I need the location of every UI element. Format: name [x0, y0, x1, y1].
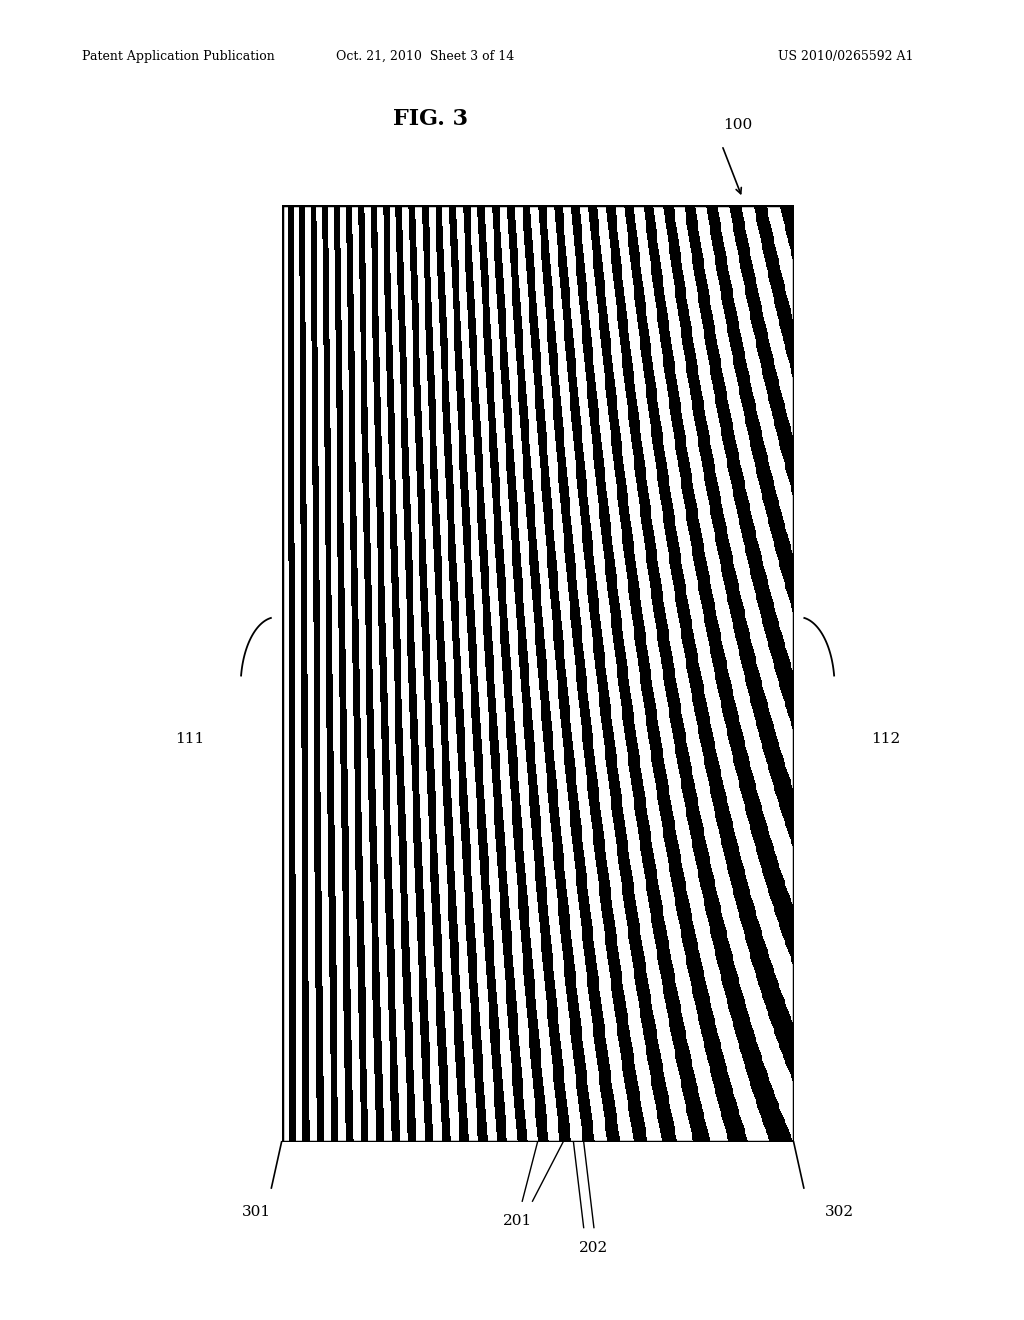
Text: 301: 301: [242, 1205, 270, 1220]
Bar: [282, 205, 794, 1142]
Text: 112: 112: [871, 733, 900, 746]
Text: Oct. 21, 2010  Sheet 3 of 14: Oct. 21, 2010 Sheet 3 of 14: [336, 50, 514, 63]
Text: 111: 111: [175, 733, 204, 746]
Text: 201: 201: [503, 1214, 531, 1229]
Text: Patent Application Publication: Patent Application Publication: [82, 50, 274, 63]
Text: 202: 202: [580, 1241, 608, 1255]
Text: FIG. 3: FIG. 3: [392, 108, 468, 131]
Text: 302: 302: [825, 1205, 854, 1220]
Text: US 2010/0265592 A1: US 2010/0265592 A1: [778, 50, 913, 63]
Text: 100: 100: [723, 117, 752, 132]
